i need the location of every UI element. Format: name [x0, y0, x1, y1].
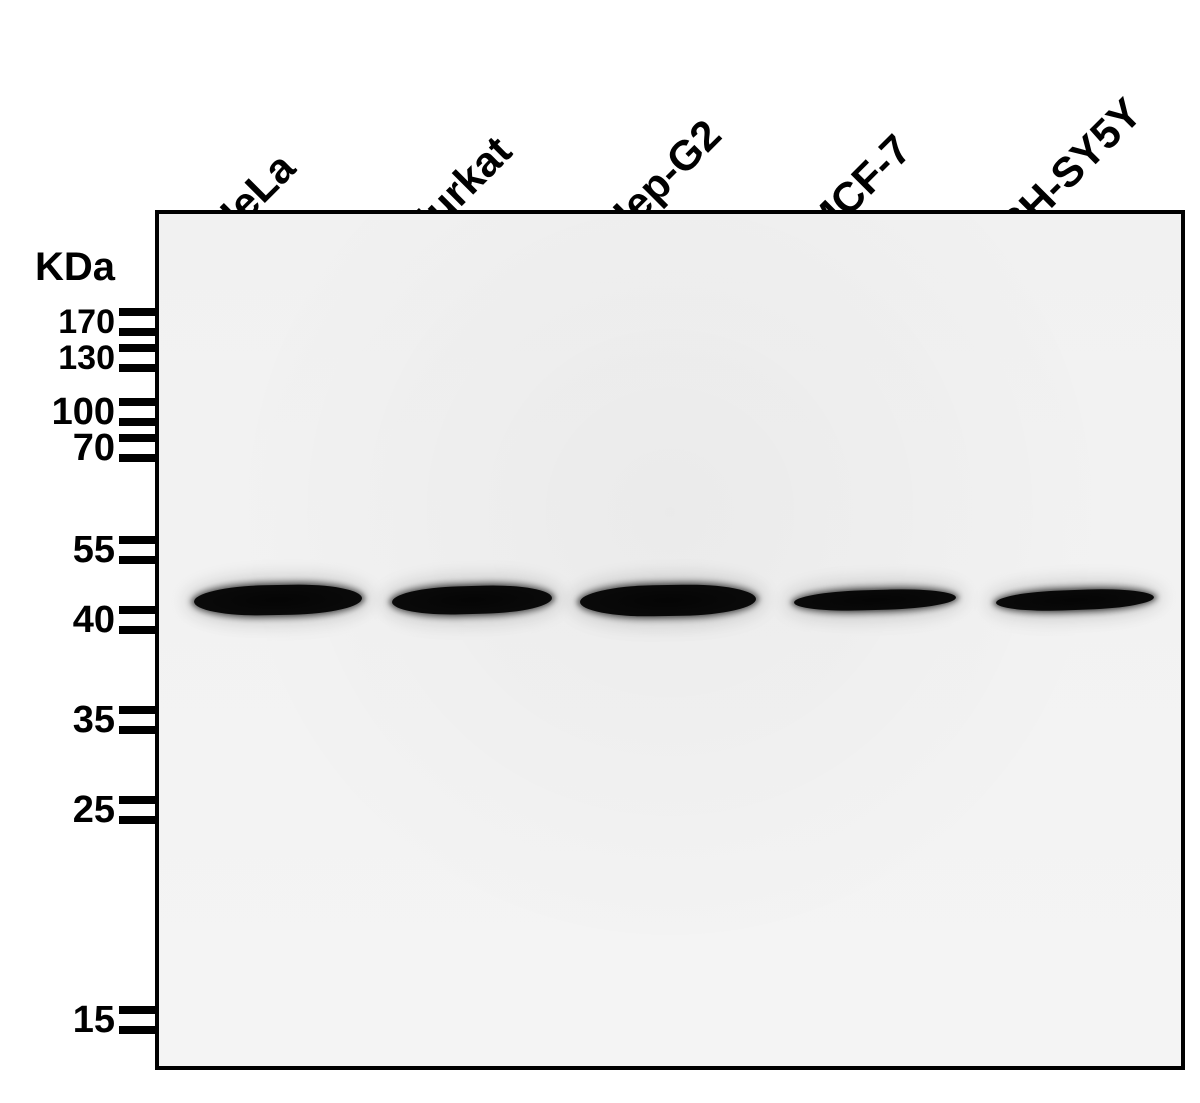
marker-40: 40	[0, 606, 155, 634]
marker-value-55: 55	[25, 536, 115, 564]
marker-55: 55	[0, 536, 155, 564]
tick-icon	[119, 1006, 155, 1014]
tick-icon	[119, 398, 155, 406]
blot-membrane-frame	[155, 210, 1185, 1070]
marker-130: 130	[0, 344, 155, 372]
tick-icon	[119, 796, 155, 804]
marker-value-25: 25	[25, 796, 115, 824]
marker-100: 100	[0, 398, 155, 426]
marker-value-70: 70	[25, 434, 115, 462]
marker-170: 170	[0, 308, 155, 336]
double-tick-icon	[119, 536, 155, 564]
tick-icon	[119, 364, 155, 372]
double-tick-icon	[119, 398, 155, 426]
marker-25: 25	[0, 796, 155, 824]
marker-70: 70	[0, 434, 155, 462]
marker-value-15: 15	[25, 1006, 115, 1034]
tick-icon	[119, 328, 155, 336]
tick-icon	[119, 1026, 155, 1034]
tick-icon	[119, 536, 155, 544]
kda-axis-label: KDa	[35, 245, 115, 290]
band-hela	[194, 583, 363, 617]
western-blot-figure: KDa HeLa Jurkat Hep-G2 MCF-7 SH-SY5Y 170	[0, 0, 1200, 1103]
marker-value-35: 35	[25, 706, 115, 734]
double-tick-icon	[119, 344, 155, 372]
tick-icon	[119, 706, 155, 714]
tick-icon	[119, 308, 155, 316]
band-mcf7	[794, 587, 957, 612]
double-tick-icon	[119, 606, 155, 634]
tick-icon	[119, 344, 155, 352]
double-tick-icon	[119, 1006, 155, 1034]
tick-icon	[119, 626, 155, 634]
marker-35: 35	[0, 706, 155, 734]
double-tick-icon	[119, 796, 155, 824]
marker-value-130: 130	[25, 344, 115, 372]
tick-icon	[119, 726, 155, 734]
tick-icon	[119, 606, 155, 614]
marker-value-170: 170	[25, 308, 115, 336]
double-tick-icon	[119, 706, 155, 734]
double-tick-icon	[119, 434, 155, 462]
blot-membrane-background	[159, 214, 1181, 1066]
tick-icon	[119, 454, 155, 462]
marker-15: 15	[0, 1006, 155, 1034]
tick-icon	[119, 418, 155, 426]
tick-icon	[119, 816, 155, 824]
band-hepg2	[580, 583, 757, 617]
tick-icon	[119, 556, 155, 564]
marker-value-100: 100	[25, 398, 115, 426]
marker-value-40: 40	[25, 606, 115, 634]
double-tick-icon	[119, 308, 155, 336]
band-jurkat	[392, 584, 553, 616]
tick-icon	[119, 434, 155, 442]
